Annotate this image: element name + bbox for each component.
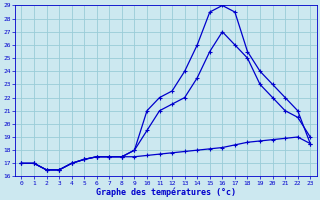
- X-axis label: Graphe des températures (°c): Graphe des températures (°c): [96, 187, 236, 197]
